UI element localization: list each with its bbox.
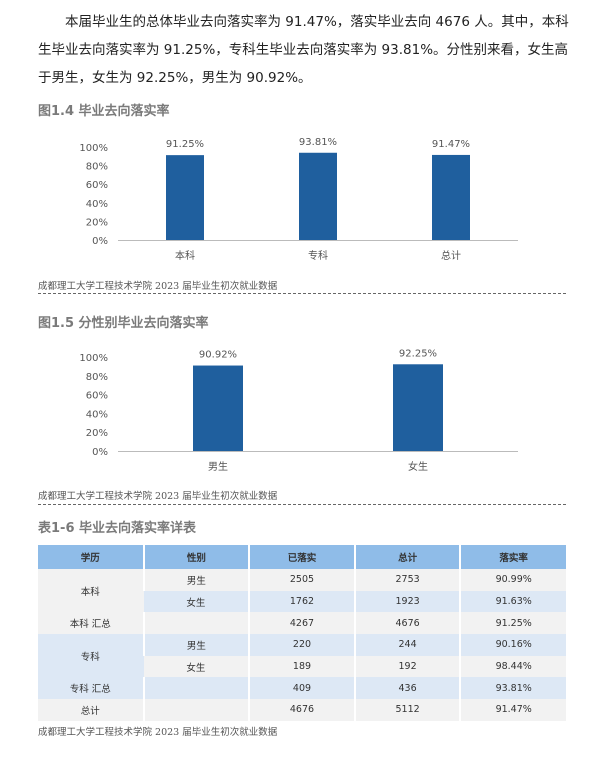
table-cell: 220 <box>248 634 355 656</box>
data-label: 90.92% <box>199 350 237 361</box>
chart-graduation-rate: 0% 20% 40% 60% 80% 100% 91.25% 本科 93.81% 专科 91.47%… <box>79 137 518 262</box>
table-cell: 女生 <box>143 655 250 678</box>
y-tick-label: 0% <box>92 447 108 458</box>
table-cell: 4267 <box>248 612 355 635</box>
data-label: 92.25% <box>399 348 437 359</box>
y-tick-label: 20% <box>86 217 108 228</box>
y-tick-label: 100% <box>79 143 108 154</box>
table-cell: 总计 <box>38 699 144 721</box>
header-total: 总计 <box>353 545 461 569</box>
table-cell: 189 <box>248 655 355 678</box>
table-cell: 男生 <box>142 569 250 591</box>
table-cell: 244 <box>353 634 461 656</box>
category-label: 男生 <box>208 460 228 473</box>
table-row: 本科 男生 2505 2753 90.99% <box>38 569 566 613</box>
table-cell: 4676 <box>353 612 461 635</box>
table-cell: 409 <box>248 677 355 700</box>
table-row: 女生 189 192 98.44% <box>38 655 566 678</box>
table-cell: 436 <box>353 677 461 700</box>
table-cell <box>142 699 250 721</box>
table-cell: 专科 <box>38 634 144 678</box>
table-cell: 90.16% <box>459 634 566 656</box>
y-tick-label: 60% <box>86 180 108 191</box>
y-tick-label: 0% <box>92 236 108 247</box>
y-tick-label: 60% <box>86 391 108 402</box>
header-gender: 性别 <box>142 545 250 569</box>
table-cell: 1762 <box>248 590 355 613</box>
data-label: 93.81% <box>299 137 337 148</box>
table-cell: 91.25% <box>459 612 566 635</box>
y-tick-label: 40% <box>86 199 108 210</box>
y-tick-label: 100% <box>79 353 108 364</box>
divider <box>38 504 566 505</box>
bar <box>393 364 443 451</box>
figure-1-caption: 成都理工大学工程技术学院 2023 届毕业生初次就业数据 <box>38 281 278 292</box>
divider <box>38 293 566 294</box>
category-label: 本科 <box>175 249 195 262</box>
y-tick-label: 80% <box>86 162 108 173</box>
table-cell: 专科 汇总 <box>38 677 144 700</box>
table-title: 表1-6 毕业去向落实率详表 <box>38 521 197 536</box>
data-label: 91.47% <box>432 139 470 150</box>
category-label: 总计 <box>441 249 461 262</box>
category-label: 专科 <box>308 249 328 262</box>
table-cell: 91.47% <box>459 699 566 721</box>
table-cell: 4676 <box>248 699 355 721</box>
bar <box>432 154 470 240</box>
table-cell <box>142 612 250 635</box>
table-row: 本科 汇总 4267 4676 91.25% <box>38 612 566 635</box>
table-caption: 成都理工大学工程技术学院 2023 届毕业生初次就业数据 <box>38 727 278 738</box>
table-cell: 90.99% <box>459 569 566 591</box>
table-cell: 女生 <box>143 590 250 613</box>
table-cell: 93.81% <box>459 677 566 700</box>
summary-paragraph: 本届毕业生的总体毕业去向落实率为 91.47%，落实毕业去向 4676 人。其中… <box>38 8 578 92</box>
chart-gender-rate: 0% 20% 40% 60% 80% 100% 90.92% 男生 92.25% 女生 <box>79 348 518 473</box>
table-row: 专科 汇总 409 436 93.81% <box>38 677 566 700</box>
table-cell: 1923 <box>353 590 461 613</box>
detail-table: 学历 性别 已落实 总计 落实率 本科 男生 2505 2753 90.99% 女生 176… <box>38 545 566 721</box>
table-cell: 本科 <box>38 569 144 613</box>
table-row: 女生 1762 1923 91.63% <box>38 590 566 613</box>
figure-2-caption: 成都理工大学工程技术学院 2023 届毕业生初次就业数据 <box>38 491 278 502</box>
table-cell: 2753 <box>353 569 461 591</box>
bar <box>166 155 204 240</box>
table-row: 总计 4676 5112 91.47% <box>38 699 566 721</box>
header-rate: 落实率 <box>459 545 566 569</box>
y-tick-label: 20% <box>86 428 108 439</box>
summary-text: 本届毕业生的总体毕业去向落实率为 91.47%，落实毕业去向 4676 人。其中… <box>38 14 569 86</box>
table-row: 专科 男生 220 244 90.16% <box>38 634 566 678</box>
y-tick-label: 80% <box>86 372 108 383</box>
data-label: 91.25% <box>166 139 204 150</box>
table-cell: 5112 <box>353 699 461 721</box>
category-label: 女生 <box>408 460 428 473</box>
bar <box>299 152 337 240</box>
table-cell <box>142 677 250 700</box>
table-cell: 91.63% <box>459 590 566 613</box>
table-cell: 2505 <box>248 569 355 591</box>
figure-1-title: 图1.4 毕业去向落实率 <box>38 104 170 119</box>
header-placed: 已落实 <box>248 545 355 569</box>
table-cell: 本科 汇总 <box>38 612 144 635</box>
table-cell: 98.44% <box>459 655 566 678</box>
table-cell: 男生 <box>142 634 250 656</box>
bar <box>193 365 243 451</box>
figure-2-title: 图1.5 分性别毕业去向落实率 <box>38 316 209 331</box>
y-tick-label: 40% <box>86 409 108 420</box>
header-degree: 学历 <box>38 545 144 569</box>
table-cell: 192 <box>353 655 461 678</box>
